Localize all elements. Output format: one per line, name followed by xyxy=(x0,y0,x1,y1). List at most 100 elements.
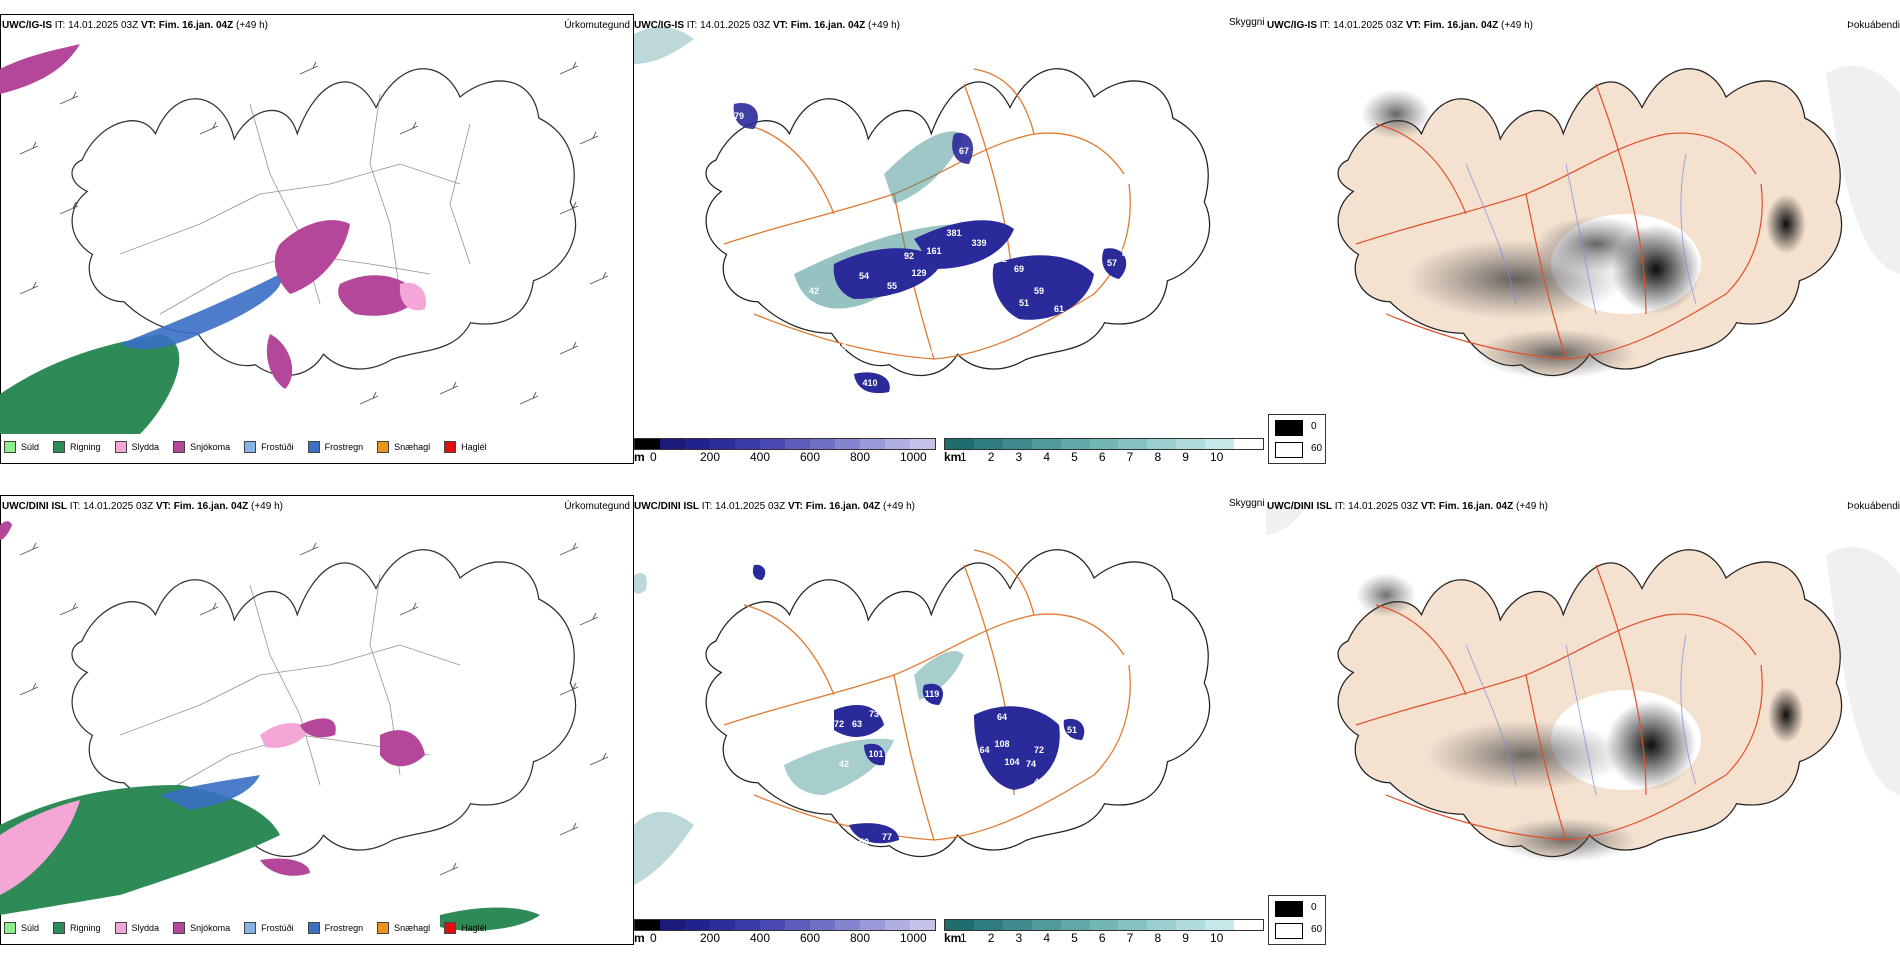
ceiling-tick: 800 xyxy=(850,931,871,945)
map-label: 60 xyxy=(899,340,909,350)
model-name: UWC/IG-IS xyxy=(634,20,684,31)
precip-legend-swatch xyxy=(173,922,186,934)
it-value: 14.01.2025 03Z xyxy=(1348,501,1419,512)
visibility-colorbar-step xyxy=(1234,920,1263,930)
map-label: 59 xyxy=(1034,286,1044,296)
map-label: 199 xyxy=(961,341,976,351)
it-label: IT: xyxy=(1334,501,1346,512)
precip-type-map xyxy=(0,44,609,434)
map-label: 104 xyxy=(1004,757,1019,767)
map-label: 174 xyxy=(904,845,919,855)
precip-legend-label: Haglél xyxy=(461,923,487,933)
precip-legend-item: Rigning xyxy=(53,922,101,934)
visibility-tick: 6 xyxy=(1098,450,1106,464)
map-label: 129 xyxy=(911,268,926,278)
ceiling-colorbar-step xyxy=(835,439,860,449)
ceiling-colorbar-step xyxy=(760,920,785,930)
precip-type-panel: UWC/IG-IS IT: 14.01.2025 03Z VT: Fim. 16… xyxy=(0,14,634,479)
precip-legend-label: Slydda xyxy=(131,923,160,933)
map-label: 55 xyxy=(887,281,897,291)
visibility-tick: 5 xyxy=(1071,450,1078,464)
precip-legend-swatch xyxy=(307,922,320,934)
fog-legend-label: 0 xyxy=(1311,902,1317,913)
visibility-colorbar-step xyxy=(1176,920,1206,930)
visibility-tick: 3 xyxy=(1015,450,1023,464)
panel-title: Þokuábendi xyxy=(1847,501,1900,512)
visibility-colorbar-step xyxy=(973,920,1003,930)
visibility-tick: 6 xyxy=(1098,931,1106,945)
visibility-colorbar-step xyxy=(1060,920,1090,930)
map-label: 119 xyxy=(925,689,940,699)
ceiling-tick: 600 xyxy=(800,450,821,464)
panel-header: UWC/DINI ISL IT: 14.01.2025 03Z VT: Fim.… xyxy=(1267,501,1548,512)
map-label: 164 xyxy=(974,745,989,755)
vt-label: VT: xyxy=(140,20,156,31)
map-label: 43 xyxy=(1034,777,1044,787)
ceiling-colorbar xyxy=(634,438,936,450)
map-label: 35 xyxy=(851,782,861,792)
fog-legend: 0 60 xyxy=(1268,895,1326,945)
visibility-colorbar-step xyxy=(1118,920,1148,930)
ceiling-tick: 200 xyxy=(700,450,721,464)
map-label: 42 xyxy=(839,759,849,769)
visibility-tick: 10 xyxy=(1210,450,1224,464)
lead-time: (+49 h) xyxy=(1501,20,1533,31)
map-label: 63 xyxy=(852,719,862,729)
precip-legend-label: Haglél xyxy=(461,442,487,452)
ceiling-areas xyxy=(752,564,1085,844)
visibility-colorbar-step xyxy=(1205,920,1235,930)
it-label: IT: xyxy=(686,20,698,31)
ceiling-colorbar-step xyxy=(760,439,785,449)
precip-legend-label: Súld xyxy=(21,923,40,933)
fog-legend-label: 60 xyxy=(1311,443,1323,454)
map-label: 54 xyxy=(859,271,869,281)
precip-legend-label: Snjókoma xyxy=(190,923,231,933)
it-value: 14.01.2025 03Z xyxy=(700,20,771,31)
ceiling-colorbar-step xyxy=(735,439,760,449)
model-name: UWC/IG-IS xyxy=(2,20,52,31)
precip-legend-item: Súld xyxy=(4,441,39,453)
vt-value: Fim. 16.jan. 04Z xyxy=(1438,501,1514,512)
map-label: 51 xyxy=(1067,725,1077,735)
visibility-colorbar-step xyxy=(1147,439,1177,449)
precip-legend-item: Haglél xyxy=(444,922,487,934)
ceiling-unit: m xyxy=(634,450,645,464)
ceiling-colorbar-step xyxy=(910,920,935,930)
precip-legend-swatch xyxy=(114,441,127,453)
visibility-colorbar-step xyxy=(1147,920,1177,930)
lead-time: (+49 h) xyxy=(868,20,900,31)
precip-legend-swatch xyxy=(4,922,16,934)
visibility-colorbar-step xyxy=(945,920,974,930)
ceiling-tick: 1000 xyxy=(900,450,927,464)
precip-legend-swatch xyxy=(114,922,127,934)
precip-legend-swatch xyxy=(244,922,257,934)
vt-label: VT: xyxy=(1405,20,1421,31)
it-label: IT: xyxy=(701,501,713,512)
ceiling-colorbar-step xyxy=(710,920,735,930)
map-label: 69 xyxy=(1014,264,1024,274)
panel-header: UWC/IG-IS IT: 14.01.2025 03Z VT: Fim. 16… xyxy=(1267,20,1533,31)
map-label: 74 xyxy=(1026,759,1036,769)
visibility-unit: km xyxy=(944,450,962,464)
fog-legend-swatch-0 xyxy=(1275,901,1303,917)
ceiling-tick: 0 xyxy=(650,931,657,945)
map-label: 47 xyxy=(894,378,904,388)
ceiling-colorbar-step xyxy=(810,920,835,930)
visibility-tick: 5 xyxy=(1071,931,1078,945)
precip-legend-item: Rigning xyxy=(53,441,101,453)
visibility-tick: 2 xyxy=(987,450,995,464)
ceiling-tick: 400 xyxy=(750,450,771,464)
it-value: 14.01.2025 03Z xyxy=(68,20,139,31)
precip-legend-item: Snæhagl xyxy=(377,922,430,934)
precip-legend-swatch xyxy=(53,922,66,934)
panel-frame xyxy=(0,14,634,464)
map-label: 410 xyxy=(862,378,877,388)
panel-title: Úrkomutegund xyxy=(564,20,630,31)
map-label: 77 xyxy=(882,832,892,842)
map-label: 93 xyxy=(939,316,949,326)
precip-legend: Súld Rigning Slydda Snjókoma Frostúði Frostre… xyxy=(4,437,487,457)
visibility-tick: 7 xyxy=(1126,450,1134,464)
visibility-tick: 10 xyxy=(1210,931,1224,945)
ceiling-colorbar xyxy=(634,919,936,931)
precip-legend-swatch xyxy=(53,441,66,453)
